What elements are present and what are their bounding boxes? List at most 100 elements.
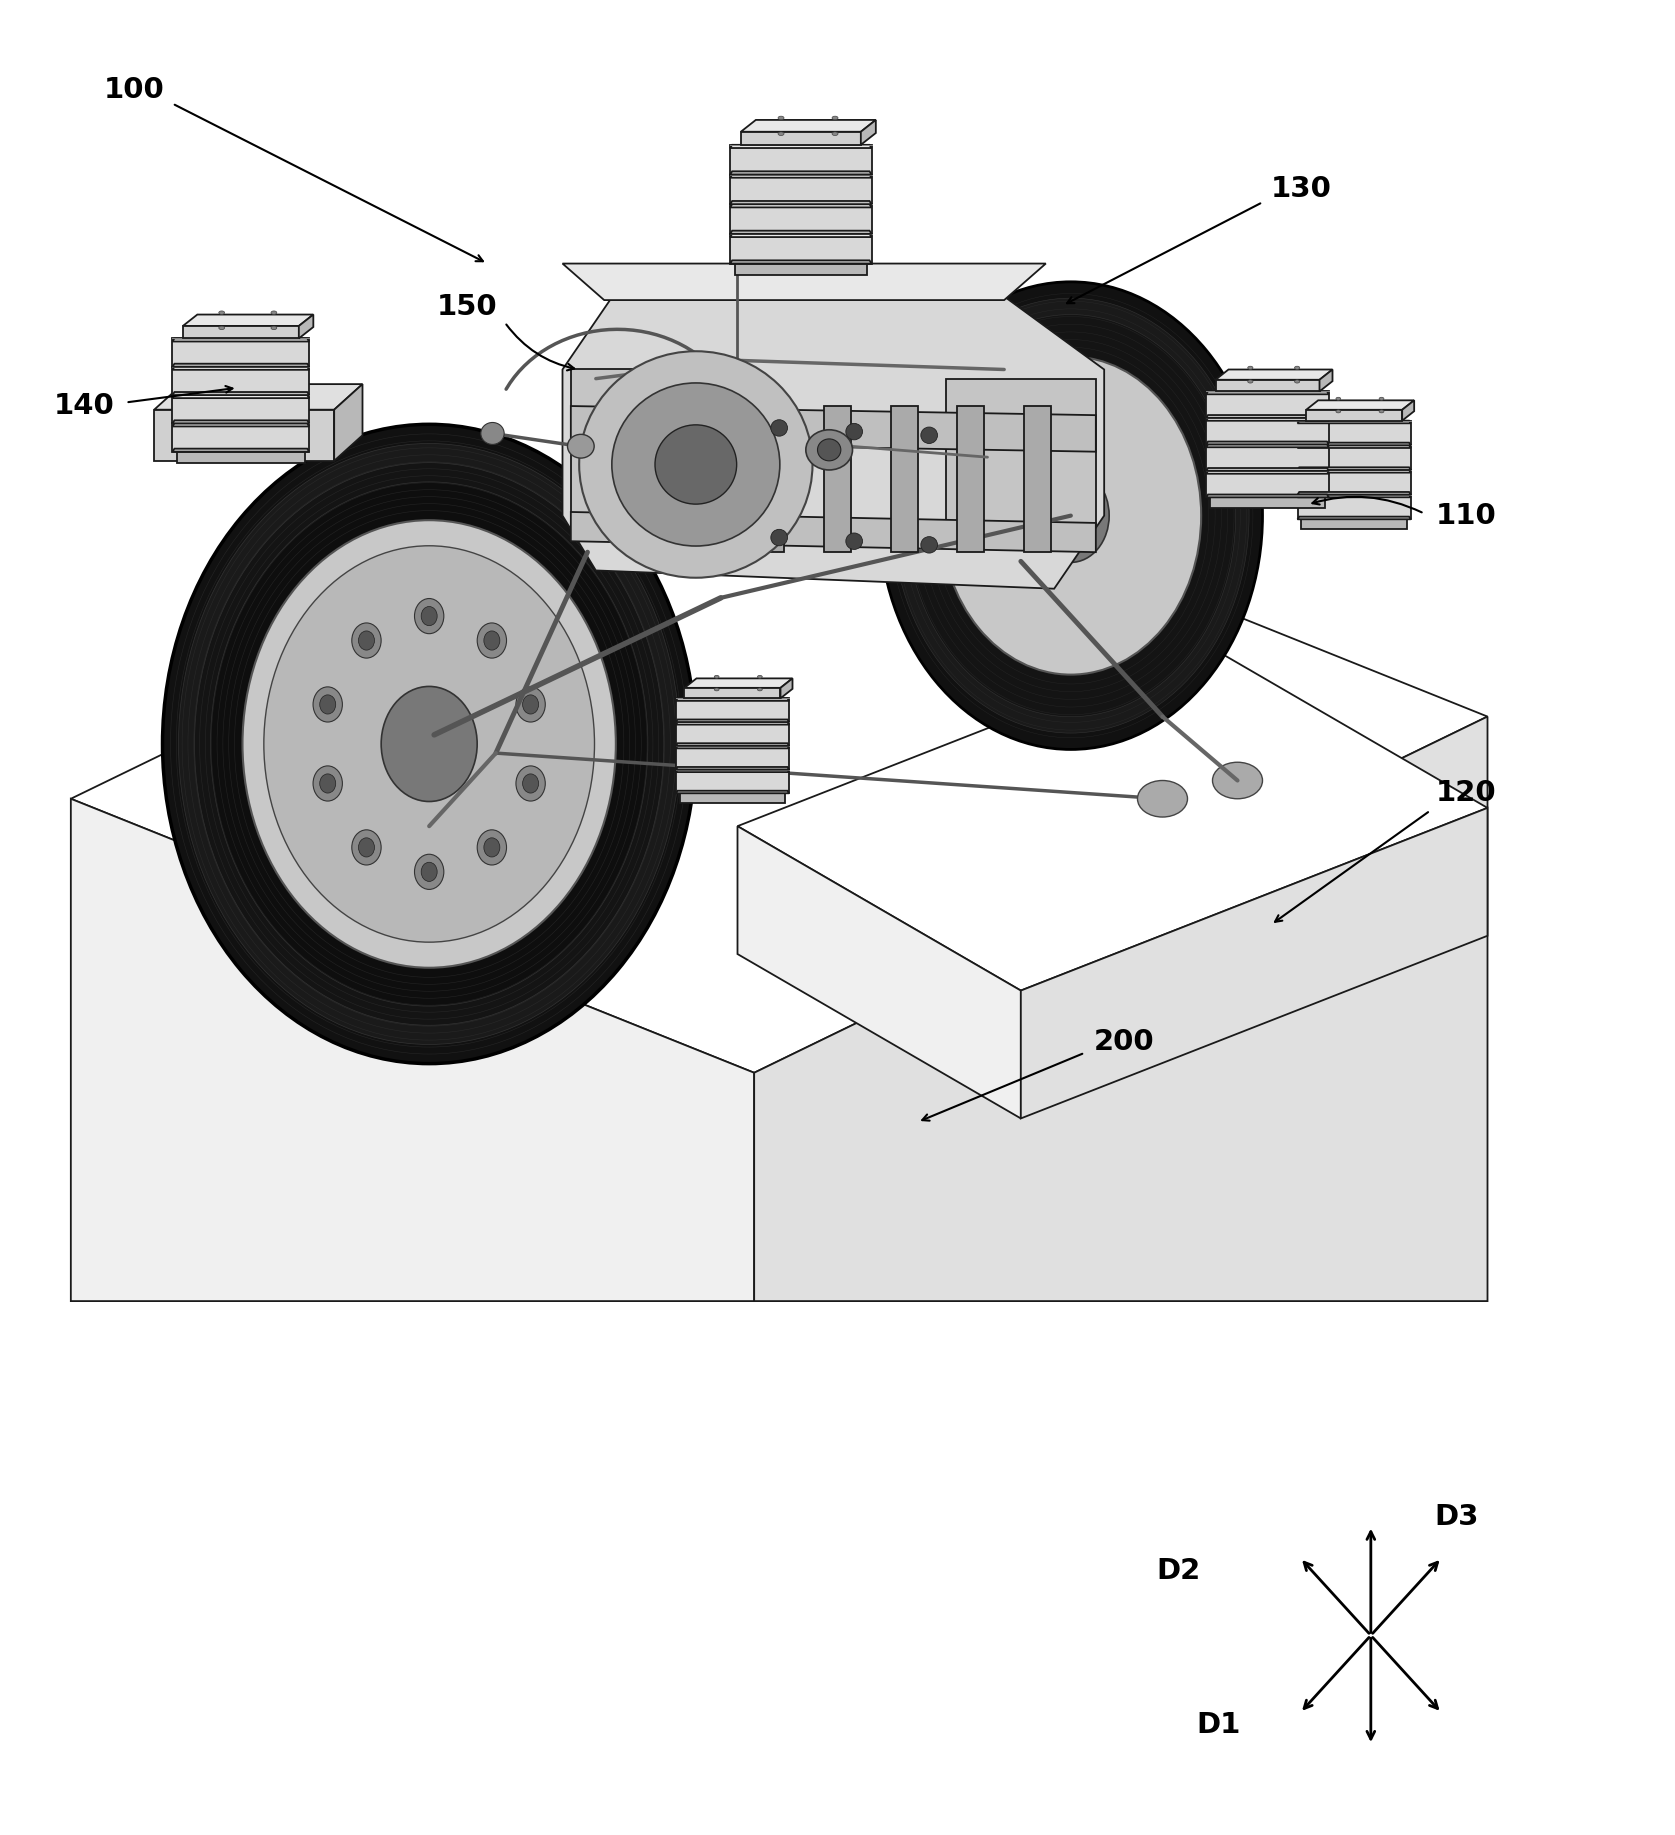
Ellipse shape xyxy=(484,839,499,857)
Polygon shape xyxy=(70,442,1487,1073)
Ellipse shape xyxy=(313,765,342,802)
Ellipse shape xyxy=(770,420,787,437)
Polygon shape xyxy=(563,297,1104,589)
Ellipse shape xyxy=(352,622,382,659)
Text: 150: 150 xyxy=(437,294,497,321)
Polygon shape xyxy=(1306,409,1402,420)
Polygon shape xyxy=(571,512,1095,552)
Polygon shape xyxy=(675,767,789,769)
Ellipse shape xyxy=(1379,409,1384,413)
Polygon shape xyxy=(1206,494,1328,497)
Polygon shape xyxy=(730,174,871,178)
Polygon shape xyxy=(1298,495,1410,497)
Ellipse shape xyxy=(1379,396,1384,400)
Ellipse shape xyxy=(523,774,539,793)
Ellipse shape xyxy=(655,426,737,505)
Ellipse shape xyxy=(243,519,616,967)
Polygon shape xyxy=(1216,380,1320,391)
Polygon shape xyxy=(1206,444,1328,472)
Ellipse shape xyxy=(1337,409,1340,413)
Ellipse shape xyxy=(484,631,499,650)
Polygon shape xyxy=(173,420,310,424)
Polygon shape xyxy=(675,769,789,773)
Ellipse shape xyxy=(770,528,787,545)
Polygon shape xyxy=(675,721,789,745)
Polygon shape xyxy=(1301,519,1407,528)
Ellipse shape xyxy=(806,429,853,470)
Polygon shape xyxy=(1206,472,1328,497)
Polygon shape xyxy=(737,826,1020,1119)
Polygon shape xyxy=(173,448,310,451)
Polygon shape xyxy=(154,384,362,409)
Ellipse shape xyxy=(714,688,719,690)
Ellipse shape xyxy=(320,695,335,714)
Polygon shape xyxy=(1206,391,1328,418)
Polygon shape xyxy=(1206,468,1328,472)
Polygon shape xyxy=(173,367,310,371)
Ellipse shape xyxy=(477,622,506,659)
Ellipse shape xyxy=(523,695,539,714)
Ellipse shape xyxy=(320,774,335,793)
Polygon shape xyxy=(730,145,871,174)
Polygon shape xyxy=(675,745,789,749)
Text: D1: D1 xyxy=(1196,1710,1241,1740)
Polygon shape xyxy=(735,264,868,275)
Polygon shape xyxy=(1023,406,1050,552)
Polygon shape xyxy=(173,363,310,367)
Text: 130: 130 xyxy=(1270,174,1332,202)
Polygon shape xyxy=(298,314,313,338)
Polygon shape xyxy=(154,409,335,461)
Polygon shape xyxy=(1206,444,1328,448)
Text: 120: 120 xyxy=(1435,780,1496,807)
Text: 100: 100 xyxy=(104,75,164,105)
Ellipse shape xyxy=(1137,780,1188,817)
Ellipse shape xyxy=(219,310,224,314)
Polygon shape xyxy=(675,791,789,793)
Ellipse shape xyxy=(817,439,841,461)
Text: 200: 200 xyxy=(1094,1028,1154,1055)
Polygon shape xyxy=(1298,517,1410,519)
Polygon shape xyxy=(1402,400,1414,420)
Polygon shape xyxy=(1320,369,1333,391)
Ellipse shape xyxy=(611,384,781,547)
Ellipse shape xyxy=(414,598,444,633)
Polygon shape xyxy=(740,132,861,145)
Polygon shape xyxy=(70,798,754,1301)
Ellipse shape xyxy=(906,314,1236,717)
Ellipse shape xyxy=(777,116,784,119)
Ellipse shape xyxy=(313,686,342,721)
Polygon shape xyxy=(891,406,918,552)
Ellipse shape xyxy=(1337,396,1340,400)
Ellipse shape xyxy=(516,686,546,721)
Polygon shape xyxy=(1298,420,1410,446)
Polygon shape xyxy=(730,233,871,264)
Polygon shape xyxy=(680,793,786,802)
Polygon shape xyxy=(675,743,789,745)
Polygon shape xyxy=(173,338,310,367)
Polygon shape xyxy=(173,395,310,398)
Polygon shape xyxy=(1020,807,1487,1119)
Ellipse shape xyxy=(921,536,938,552)
Polygon shape xyxy=(730,233,871,237)
Ellipse shape xyxy=(846,532,863,549)
Polygon shape xyxy=(571,369,720,516)
Ellipse shape xyxy=(757,675,762,679)
Ellipse shape xyxy=(921,428,938,444)
Polygon shape xyxy=(740,119,876,132)
Polygon shape xyxy=(173,393,310,395)
Polygon shape xyxy=(1206,418,1328,420)
Polygon shape xyxy=(754,716,1487,1301)
Polygon shape xyxy=(178,451,305,462)
Polygon shape xyxy=(1206,418,1328,444)
Polygon shape xyxy=(1298,442,1410,446)
Ellipse shape xyxy=(1032,470,1109,562)
Ellipse shape xyxy=(352,829,382,864)
Polygon shape xyxy=(730,174,871,204)
Ellipse shape xyxy=(940,356,1201,675)
Ellipse shape xyxy=(420,862,437,881)
Polygon shape xyxy=(173,395,310,424)
Ellipse shape xyxy=(580,350,812,578)
Ellipse shape xyxy=(1248,380,1253,384)
Polygon shape xyxy=(1298,446,1410,470)
Ellipse shape xyxy=(757,688,762,690)
